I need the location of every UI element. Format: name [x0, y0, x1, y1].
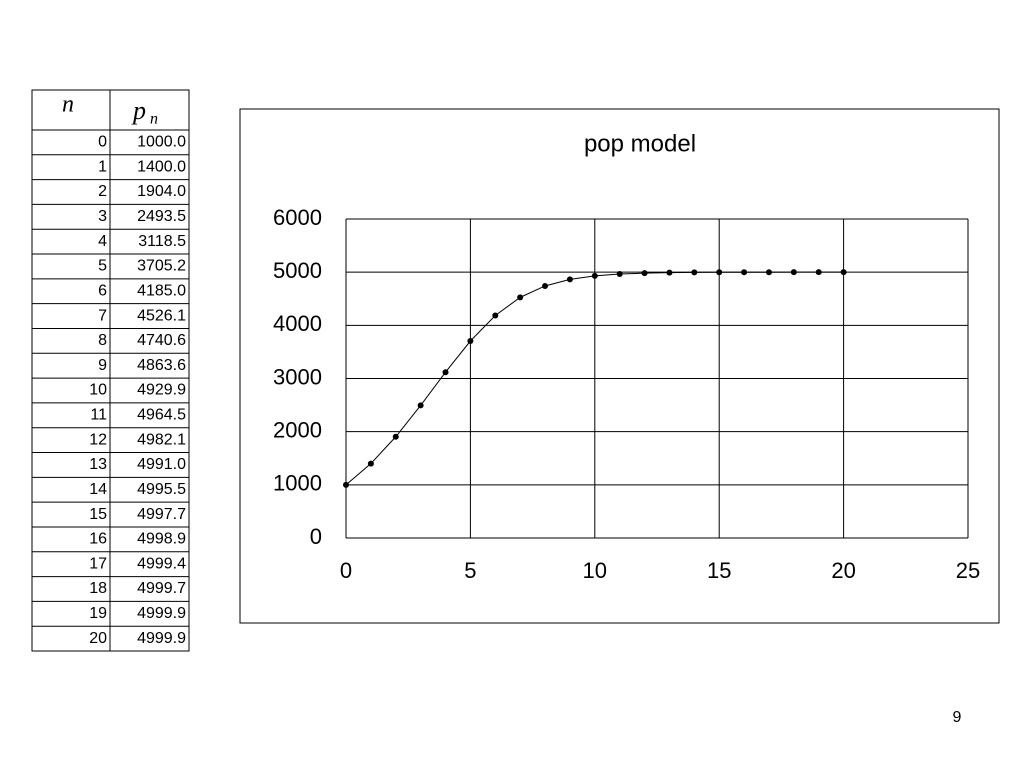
cell-n: 2 [98, 183, 107, 200]
data-point [591, 272, 598, 279]
cell-n: 10 [89, 382, 107, 399]
cell-n: 8 [98, 332, 107, 349]
cell-p: 4991.0 [137, 456, 186, 473]
y-tick-label: 2000 [273, 417, 322, 442]
cell-p: 4999.4 [137, 555, 186, 572]
data-point [467, 338, 474, 345]
x-tick-label: 5 [464, 558, 476, 583]
cell-n: 0 [98, 134, 107, 151]
cell-n: 3 [98, 208, 107, 225]
y-tick-label: 4000 [273, 311, 322, 336]
cell-n: 5 [98, 258, 107, 275]
y-tick-label: 0 [310, 524, 322, 549]
data-point [616, 271, 623, 278]
cell-n: 9 [98, 357, 107, 374]
cell-n: 17 [89, 555, 107, 572]
data-point [442, 369, 449, 376]
cell-p: 1904.0 [137, 183, 186, 200]
cell-p: 1000.0 [137, 134, 186, 151]
cell-p: 4998.9 [137, 531, 186, 548]
cell-n: 13 [89, 456, 107, 473]
cell-p: 3118.5 [138, 233, 186, 250]
cell-p: 4526.1 [137, 307, 186, 324]
cell-p: 4995.5 [137, 481, 186, 498]
cell-p: 4999.9 [137, 605, 186, 622]
data-point [691, 269, 698, 276]
cell-p: 4999.9 [137, 630, 186, 647]
data-point [741, 269, 748, 276]
cell-p: 4185.0 [137, 282, 186, 299]
x-tick-label: 0 [340, 558, 352, 583]
y-tick-label: 5000 [273, 258, 322, 283]
x-tick-label: 15 [707, 558, 731, 583]
cell-n: 7 [98, 307, 107, 324]
header-sub: n [150, 111, 158, 128]
cell-p: 4982.1 [137, 431, 186, 448]
cell-p: 4740.6 [137, 332, 186, 349]
data-point [566, 276, 573, 283]
x-tick-label: 20 [831, 558, 855, 583]
x-tick-label: 25 [956, 558, 980, 583]
cell-p: 4999.7 [137, 580, 186, 597]
cell-p: 4997.7 [137, 506, 186, 523]
data-point [666, 269, 673, 276]
y-tick-label: 1000 [273, 471, 322, 496]
cell-n: 16 [89, 531, 107, 548]
header-n: n [62, 92, 74, 118]
chart-frame [239, 108, 1000, 624]
data-point [790, 269, 797, 276]
data-point [417, 402, 424, 409]
data-point [343, 481, 349, 488]
cell-p: 2493.5 [137, 208, 186, 225]
cell-n: 20 [89, 630, 107, 647]
y-tick-label: 6000 [273, 205, 322, 230]
header-p: p [131, 96, 146, 125]
x-tick-label: 10 [583, 558, 607, 583]
data-point [641, 270, 648, 277]
cell-n: 12 [89, 431, 107, 448]
cell-n: 14 [89, 481, 107, 498]
cell-n: 15 [89, 506, 107, 523]
data-point [716, 269, 723, 276]
cell-p: 4964.5 [137, 407, 186, 424]
chart-title: pop model [584, 130, 696, 157]
data-point [392, 433, 399, 440]
cell-p: 4929.9 [137, 382, 186, 399]
data-point [517, 294, 524, 301]
data-point [840, 269, 847, 276]
cell-p: 3705.2 [137, 258, 186, 275]
data-point [492, 312, 499, 319]
cell-n: 1 [98, 158, 107, 175]
data-point [765, 269, 772, 276]
cell-n: 4 [98, 233, 107, 250]
cell-n: 11 [90, 407, 107, 424]
cell-p: 4863.6 [137, 357, 186, 374]
page-number: 9 [953, 709, 962, 726]
cell-p: 1400.0 [137, 158, 186, 175]
cell-n: 18 [89, 580, 107, 597]
cell-n: 6 [98, 282, 107, 299]
data-point [815, 269, 822, 276]
y-tick-label: 3000 [273, 364, 322, 389]
data-point [367, 460, 374, 467]
cell-n: 19 [89, 605, 107, 622]
data-point [542, 282, 549, 289]
